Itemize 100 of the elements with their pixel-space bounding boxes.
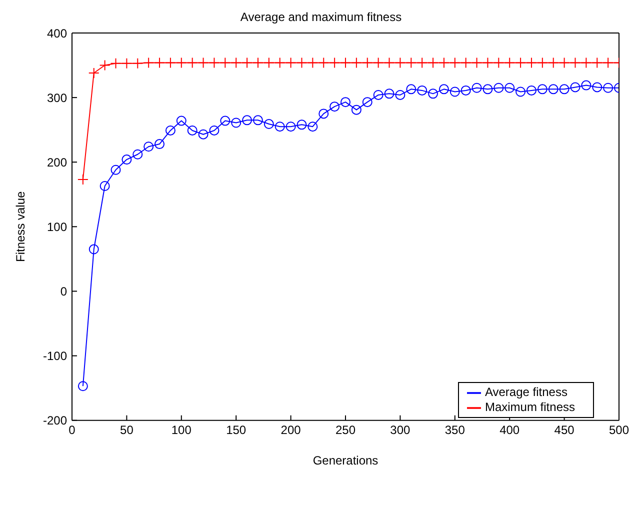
- point: [428, 88, 438, 99]
- point: [548, 84, 558, 94]
- point: [450, 86, 460, 97]
- point: [296, 120, 307, 130]
- point: [482, 84, 493, 94]
- point: [77, 174, 88, 186]
- point: [132, 149, 143, 160]
- x-tick-label: 450: [554, 422, 575, 437]
- point: [154, 139, 165, 150]
- point: [176, 116, 186, 126]
- y-axis-title: Fitness value: [13, 191, 28, 262]
- point: [372, 57, 384, 68]
- point: [231, 118, 242, 128]
- point: [165, 125, 176, 136]
- y-tick-label: -100: [42, 349, 68, 364]
- point: [373, 90, 384, 100]
- point: [362, 97, 372, 108]
- point: [263, 57, 274, 68]
- point: [88, 244, 99, 254]
- point: [581, 80, 592, 90]
- point: [350, 57, 362, 68]
- point: [460, 57, 472, 68]
- point: [329, 57, 340, 68]
- point: [516, 86, 526, 97]
- point: [230, 57, 242, 68]
- point: [460, 85, 471, 96]
- point: [592, 82, 602, 92]
- point: [209, 125, 220, 136]
- point: [537, 84, 548, 94]
- y-tick-label: 0: [60, 284, 68, 298]
- point: [504, 82, 515, 93]
- point: [110, 164, 121, 175]
- point: [286, 122, 296, 132]
- point: [296, 57, 308, 68]
- point: [88, 68, 100, 79]
- point: [471, 57, 482, 68]
- point: [186, 57, 198, 68]
- point: [308, 122, 318, 132]
- point: [242, 57, 253, 68]
- point: [208, 57, 220, 68]
- x-tick-label: 300: [390, 422, 411, 437]
- point: [340, 97, 350, 108]
- point: [526, 85, 536, 96]
- x-axis-title: Generations: [312, 453, 378, 468]
- point: [274, 57, 286, 68]
- y-tick-label: 400: [46, 26, 68, 40]
- point: [362, 57, 373, 68]
- point: [416, 57, 428, 68]
- point: [482, 57, 494, 68]
- chart-title: Average and maximum fitness: [239, 9, 403, 26]
- point: [395, 90, 406, 100]
- point: [384, 88, 394, 99]
- point: [242, 115, 252, 126]
- point: [472, 82, 482, 93]
- point: [176, 57, 187, 68]
- point: [122, 154, 132, 165]
- y-tick-label: 100: [46, 220, 68, 234]
- point: [515, 57, 526, 68]
- legend-label: Average fitness: [484, 385, 568, 400]
- point: [252, 57, 264, 68]
- point: [406, 84, 416, 94]
- legend-label: Maximum fitness: [484, 400, 575, 414]
- point: [110, 58, 122, 69]
- point: [187, 125, 198, 136]
- point: [603, 82, 614, 93]
- x-tick-label: 150: [226, 422, 246, 437]
- y-tick-label: 300: [46, 90, 68, 105]
- point: [198, 129, 208, 140]
- point: [438, 57, 450, 68]
- point: [318, 57, 330, 68]
- point: [220, 57, 231, 68]
- point: [526, 57, 537, 68]
- point: [494, 82, 504, 93]
- point: [592, 57, 603, 68]
- point: [493, 57, 504, 68]
- point: [274, 122, 285, 132]
- point: [307, 57, 318, 68]
- point: [406, 57, 417, 68]
- point: [318, 108, 329, 119]
- point: [558, 57, 570, 68]
- point: [570, 57, 581, 68]
- point: [285, 57, 296, 68]
- point: [438, 84, 449, 94]
- point: [548, 57, 559, 68]
- point: [164, 57, 176, 68]
- point: [121, 58, 132, 69]
- point: [252, 115, 263, 126]
- point: [504, 57, 516, 68]
- x-tick-label: 400: [500, 422, 520, 437]
- x-tick-label: 500: [608, 422, 630, 437]
- x-tick-label: 350: [444, 422, 466, 437]
- point: [449, 57, 460, 68]
- point: [351, 104, 362, 115]
- point: [602, 57, 614, 68]
- point: [143, 57, 154, 68]
- point: [144, 142, 154, 152]
- point: [100, 181, 110, 191]
- point: [264, 119, 274, 130]
- y-tick-label: -200: [42, 414, 68, 428]
- y-tick-label: 200: [46, 155, 68, 170]
